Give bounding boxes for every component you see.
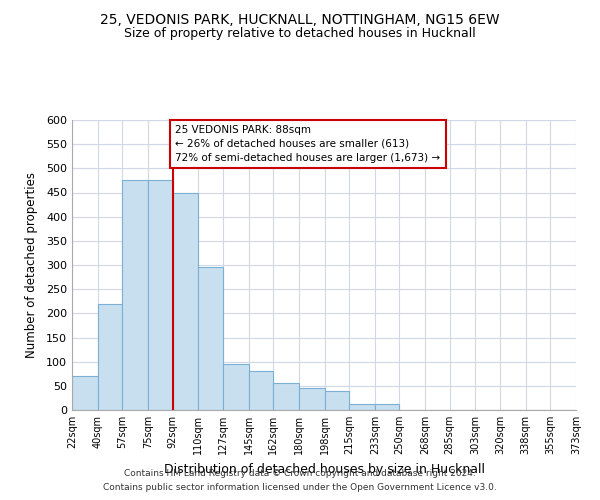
Bar [375,404,400,410]
Bar [299,388,325,410]
Bar [349,404,375,410]
Text: 25, VEDONIS PARK, HUCKNALL, NOTTINGHAM, NG15 6EW: 25, VEDONIS PARK, HUCKNALL, NOTTINGHAM, … [100,12,500,26]
Bar [72,376,98,410]
Bar [98,304,122,410]
Bar [223,364,248,410]
Text: Contains public sector information licensed under the Open Government Licence v3: Contains public sector information licen… [103,484,497,492]
Bar [273,384,299,410]
Text: Contains HM Land Registry data © Crown copyright and database right 2024.: Contains HM Land Registry data © Crown c… [124,468,476,477]
Bar [122,180,148,410]
Bar [248,372,273,410]
X-axis label: Distribution of detached houses by size in Hucknall: Distribution of detached houses by size … [163,462,485,475]
Text: Size of property relative to detached houses in Hucknall: Size of property relative to detached ho… [124,28,476,40]
Bar [325,390,349,410]
Bar [199,268,223,410]
Bar [148,180,173,410]
Y-axis label: Number of detached properties: Number of detached properties [25,172,38,358]
Bar [173,192,199,410]
Text: 25 VEDONIS PARK: 88sqm
← 26% of detached houses are smaller (613)
72% of semi-de: 25 VEDONIS PARK: 88sqm ← 26% of detached… [175,125,440,163]
